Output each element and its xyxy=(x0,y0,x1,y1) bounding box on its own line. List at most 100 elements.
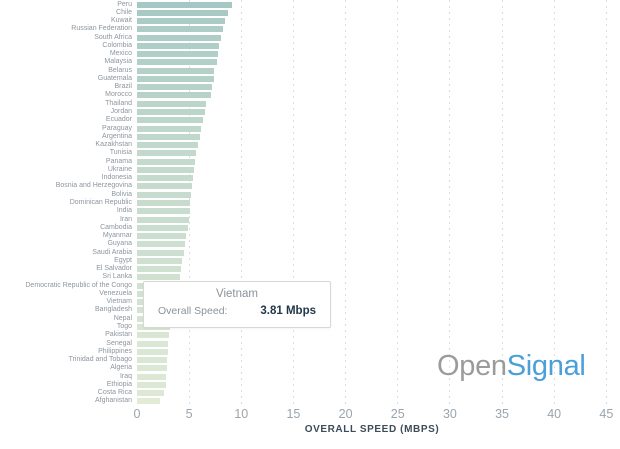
speed-bar[interactable] xyxy=(137,150,197,157)
speed-bar[interactable] xyxy=(137,158,196,165)
speed-bar[interactable] xyxy=(137,34,221,41)
chart-row: Egypt xyxy=(0,256,620,265)
chart-row: El Salvador xyxy=(0,265,620,274)
speed-bar[interactable] xyxy=(137,26,223,33)
speed-bar[interactable] xyxy=(137,249,184,256)
country-label: Pakistan xyxy=(105,331,132,339)
country-label: Bangladesh xyxy=(95,306,132,314)
chart-row: Bolivia xyxy=(0,190,620,199)
x-tick-label: 40 xyxy=(547,407,562,421)
chart-row: Paraguay xyxy=(0,124,620,133)
speed-bar[interactable] xyxy=(137,266,182,273)
country-label: Venezuela xyxy=(99,289,132,297)
speed-bar[interactable] xyxy=(137,365,167,372)
country-label: Myanmar xyxy=(102,232,132,240)
chart-row: Algeria xyxy=(0,364,620,373)
speed-bar[interactable] xyxy=(137,332,170,339)
speed-bar[interactable] xyxy=(137,84,212,91)
country-label: Trinidad and Tobago xyxy=(68,356,132,364)
gridline xyxy=(240,0,242,405)
speed-bar[interactable] xyxy=(137,109,205,115)
speed-bar[interactable] xyxy=(137,125,202,132)
country-label: Panama xyxy=(105,157,132,165)
speed-bar[interactable] xyxy=(137,42,220,49)
chart-row: India xyxy=(0,207,620,216)
chart-row: Costa Rica xyxy=(0,389,620,398)
speed-bar[interactable] xyxy=(137,390,165,397)
speed-bar[interactable] xyxy=(137,208,190,215)
speed-bar[interactable] xyxy=(137,142,198,149)
logo-open: Open xyxy=(437,350,507,382)
x-tick-label: 25 xyxy=(390,407,405,421)
country-label: Chile xyxy=(116,8,132,16)
gridline xyxy=(501,0,503,405)
country-label: Mexico xyxy=(109,50,132,58)
speed-bar[interactable] xyxy=(137,199,191,206)
chart-row: South Africa xyxy=(0,33,620,42)
chart-row: Myanmar xyxy=(0,232,620,241)
speed-bar[interactable] xyxy=(137,59,217,66)
chart-row: Tunisia xyxy=(0,149,620,158)
country-label: Vietnam xyxy=(106,298,132,306)
chart-row: Dominican Republic xyxy=(0,198,620,207)
country-label: Colombia xyxy=(102,41,132,49)
x-tick-label: 0 xyxy=(133,407,141,421)
speed-bar[interactable] xyxy=(137,398,160,405)
speed-bar[interactable] xyxy=(137,133,200,140)
speed-bar[interactable] xyxy=(137,340,169,347)
speed-bar[interactable] xyxy=(137,257,183,264)
speed-bar[interactable] xyxy=(137,373,167,380)
chart-row: Colombia xyxy=(0,41,620,50)
country-label: Kazakhstan xyxy=(95,141,132,149)
country-label: Belarus xyxy=(108,66,132,74)
opensignal-logo: OpenSignal xyxy=(437,350,586,383)
country-label: Senegal xyxy=(106,339,132,347)
gridline xyxy=(345,0,347,405)
country-label: Ethiopia xyxy=(106,380,132,388)
country-label: Democratic Republic of the Congo xyxy=(25,281,132,289)
gridline xyxy=(449,0,451,405)
speed-bar[interactable] xyxy=(137,233,187,240)
speed-bar[interactable] xyxy=(137,175,194,182)
chart-row: Pakistan xyxy=(0,331,620,340)
country-label: Malaysia xyxy=(104,58,132,66)
speed-bar[interactable] xyxy=(137,117,203,124)
speed-bar[interactable] xyxy=(137,166,195,173)
logo-signal: Signal xyxy=(506,350,586,382)
country-label: Afghanistan xyxy=(95,397,132,405)
speed-bar[interactable] xyxy=(137,9,228,16)
country-label: Kuwait xyxy=(110,17,132,25)
speed-bar[interactable] xyxy=(137,100,206,107)
speed-bar[interactable] xyxy=(137,18,225,25)
country-label: Togo xyxy=(116,323,132,331)
country-label: Algeria xyxy=(110,364,132,372)
speed-bar[interactable] xyxy=(137,67,215,74)
country-label: Saudi Arabia xyxy=(92,248,132,256)
speed-bar[interactable] xyxy=(137,1,232,8)
country-label: India xyxy=(116,207,132,215)
speed-bar[interactable] xyxy=(137,241,186,248)
country-label: Guyana xyxy=(107,240,132,248)
speed-bar[interactable] xyxy=(137,224,188,231)
country-label: Thailand xyxy=(105,99,132,107)
chart-row: Trinidad and Tobago xyxy=(0,356,620,365)
speed-bar[interactable] xyxy=(137,183,193,190)
chart-row: Kazakhstan xyxy=(0,141,620,150)
speed-bar[interactable] xyxy=(137,92,211,99)
speed-bar[interactable] xyxy=(137,381,166,388)
speed-bar[interactable] xyxy=(137,348,168,355)
speed-bar[interactable] xyxy=(137,274,180,281)
speed-bar[interactable] xyxy=(137,75,214,82)
country-label: Jordan xyxy=(110,108,132,115)
chart-row: Peru xyxy=(0,0,620,9)
x-tick-label: 35 xyxy=(495,407,509,421)
chart-row: Iraq xyxy=(0,372,620,381)
tooltip: Vietnam Overall Speed: 3.81 Mbps xyxy=(143,281,331,328)
chart-row: Philippines xyxy=(0,347,620,356)
speed-bar[interactable] xyxy=(137,357,168,364)
speed-bar[interactable] xyxy=(137,191,192,198)
x-tick-label: 10 xyxy=(234,407,249,421)
speed-bar[interactable] xyxy=(137,51,219,58)
speed-bar[interactable] xyxy=(137,216,189,223)
tooltip-metric-label: Overall Speed: xyxy=(158,305,228,317)
